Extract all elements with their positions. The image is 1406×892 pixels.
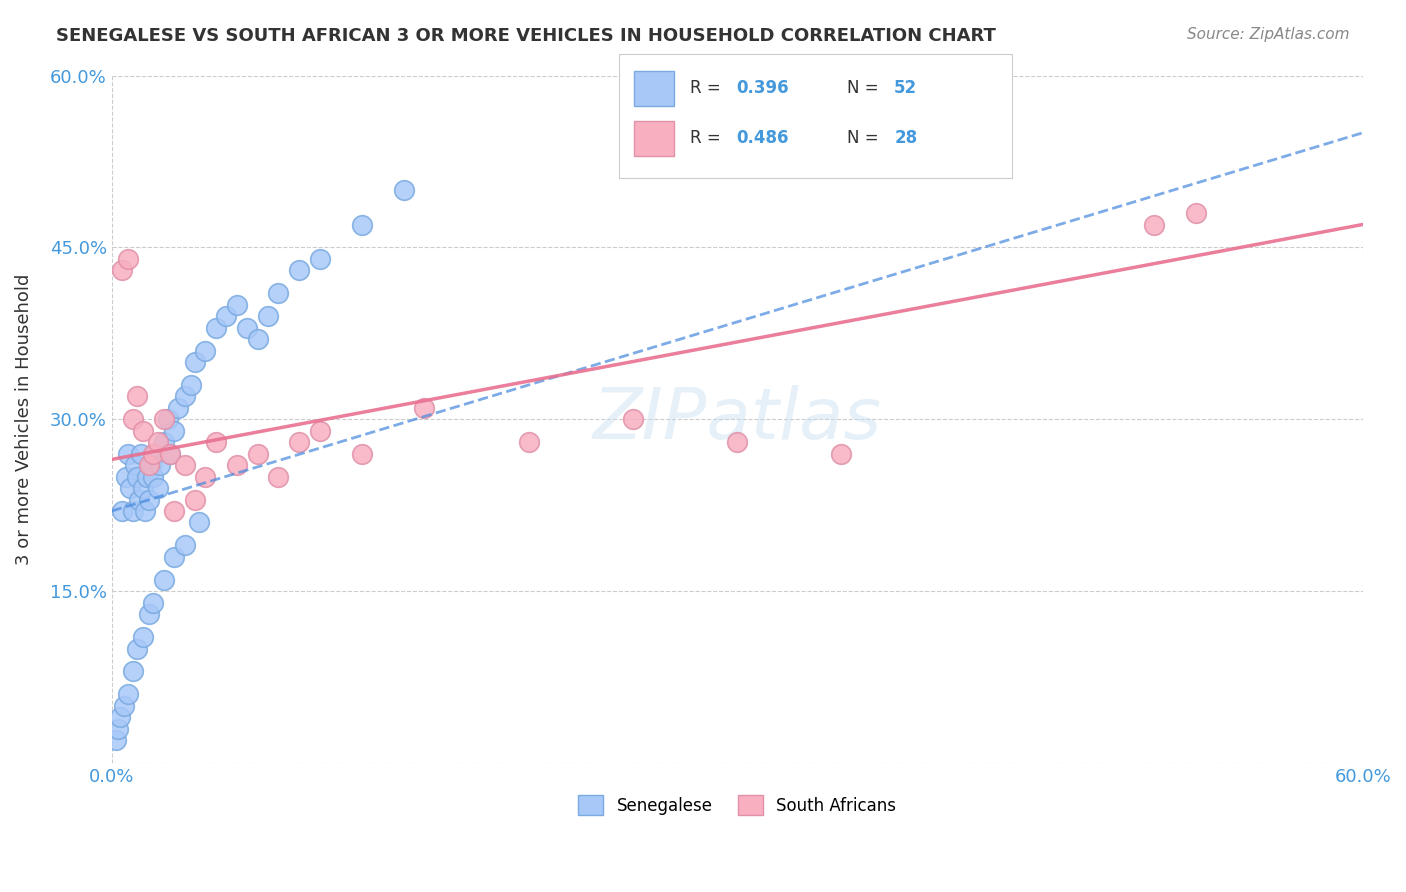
Point xyxy=(125,469,148,483)
Point xyxy=(194,469,217,483)
Point xyxy=(167,401,190,415)
Point xyxy=(288,263,311,277)
Text: ZIPatlas: ZIPatlas xyxy=(593,384,882,454)
FancyBboxPatch shape xyxy=(634,121,673,156)
Point xyxy=(621,412,644,426)
FancyBboxPatch shape xyxy=(634,71,673,106)
Point xyxy=(173,538,195,552)
Point xyxy=(138,458,160,472)
Point xyxy=(134,504,156,518)
Point xyxy=(117,447,139,461)
Point xyxy=(309,252,332,266)
Point xyxy=(173,389,195,403)
Text: Source: ZipAtlas.com: Source: ZipAtlas.com xyxy=(1187,27,1350,42)
Point xyxy=(350,218,373,232)
Text: 28: 28 xyxy=(894,129,917,147)
Point xyxy=(188,516,211,530)
Point xyxy=(138,607,160,622)
Point xyxy=(163,504,186,518)
Text: 0.396: 0.396 xyxy=(737,79,789,97)
Point xyxy=(180,378,202,392)
Point xyxy=(1143,218,1166,232)
Point xyxy=(392,183,415,197)
Point xyxy=(120,481,142,495)
Point xyxy=(309,424,332,438)
Point xyxy=(350,447,373,461)
Point xyxy=(142,596,165,610)
Point xyxy=(194,343,217,358)
Point xyxy=(156,412,179,426)
Point xyxy=(517,435,540,450)
Point xyxy=(111,504,134,518)
Point xyxy=(267,469,290,483)
Point xyxy=(132,481,155,495)
Point xyxy=(117,252,139,266)
Point xyxy=(267,286,290,301)
Point xyxy=(149,458,172,472)
Point xyxy=(112,698,135,713)
Point xyxy=(159,447,181,461)
Text: N =: N = xyxy=(846,79,884,97)
Point xyxy=(121,504,143,518)
Point xyxy=(108,710,131,724)
Text: 0.486: 0.486 xyxy=(737,129,789,147)
Point xyxy=(205,435,228,450)
Point xyxy=(142,469,165,483)
Point xyxy=(146,435,169,450)
Point xyxy=(152,435,174,450)
Legend: Senegalese, South Africans: Senegalese, South Africans xyxy=(569,787,904,823)
Point xyxy=(129,447,152,461)
Point xyxy=(117,687,139,701)
Point xyxy=(125,641,148,656)
Point xyxy=(163,424,186,438)
Text: N =: N = xyxy=(846,129,884,147)
Point xyxy=(257,309,280,323)
Point xyxy=(132,630,155,644)
Point xyxy=(121,665,143,679)
Point xyxy=(145,447,167,461)
Point xyxy=(163,549,186,564)
Point xyxy=(121,412,143,426)
Point xyxy=(184,492,207,507)
Point xyxy=(111,263,134,277)
Text: R =: R = xyxy=(689,79,725,97)
Point xyxy=(136,469,159,483)
Point xyxy=(246,447,269,461)
Point xyxy=(132,424,155,438)
Point xyxy=(141,458,163,472)
Point xyxy=(184,355,207,369)
Y-axis label: 3 or more Vehicles in Household: 3 or more Vehicles in Household xyxy=(15,274,32,565)
Point xyxy=(124,458,146,472)
Point xyxy=(215,309,238,323)
Point xyxy=(225,458,247,472)
Point xyxy=(225,298,247,312)
Point xyxy=(236,320,259,334)
Text: 52: 52 xyxy=(894,79,917,97)
Point xyxy=(146,481,169,495)
Text: SENEGALESE VS SOUTH AFRICAN 3 OR MORE VEHICLES IN HOUSEHOLD CORRELATION CHART: SENEGALESE VS SOUTH AFRICAN 3 OR MORE VE… xyxy=(56,27,995,45)
Point xyxy=(173,458,195,472)
Point xyxy=(205,320,228,334)
Point xyxy=(830,447,852,461)
Point xyxy=(107,722,129,736)
Point xyxy=(142,447,165,461)
Text: R =: R = xyxy=(689,129,725,147)
Point xyxy=(152,573,174,587)
Point xyxy=(1185,206,1208,220)
Point xyxy=(725,435,748,450)
Point xyxy=(159,447,181,461)
Point xyxy=(413,401,436,415)
Point xyxy=(138,492,160,507)
Point xyxy=(104,733,127,747)
Point xyxy=(128,492,150,507)
Point xyxy=(115,469,138,483)
Point xyxy=(288,435,311,450)
Point xyxy=(125,389,148,403)
Point xyxy=(246,332,269,346)
Point xyxy=(152,412,174,426)
